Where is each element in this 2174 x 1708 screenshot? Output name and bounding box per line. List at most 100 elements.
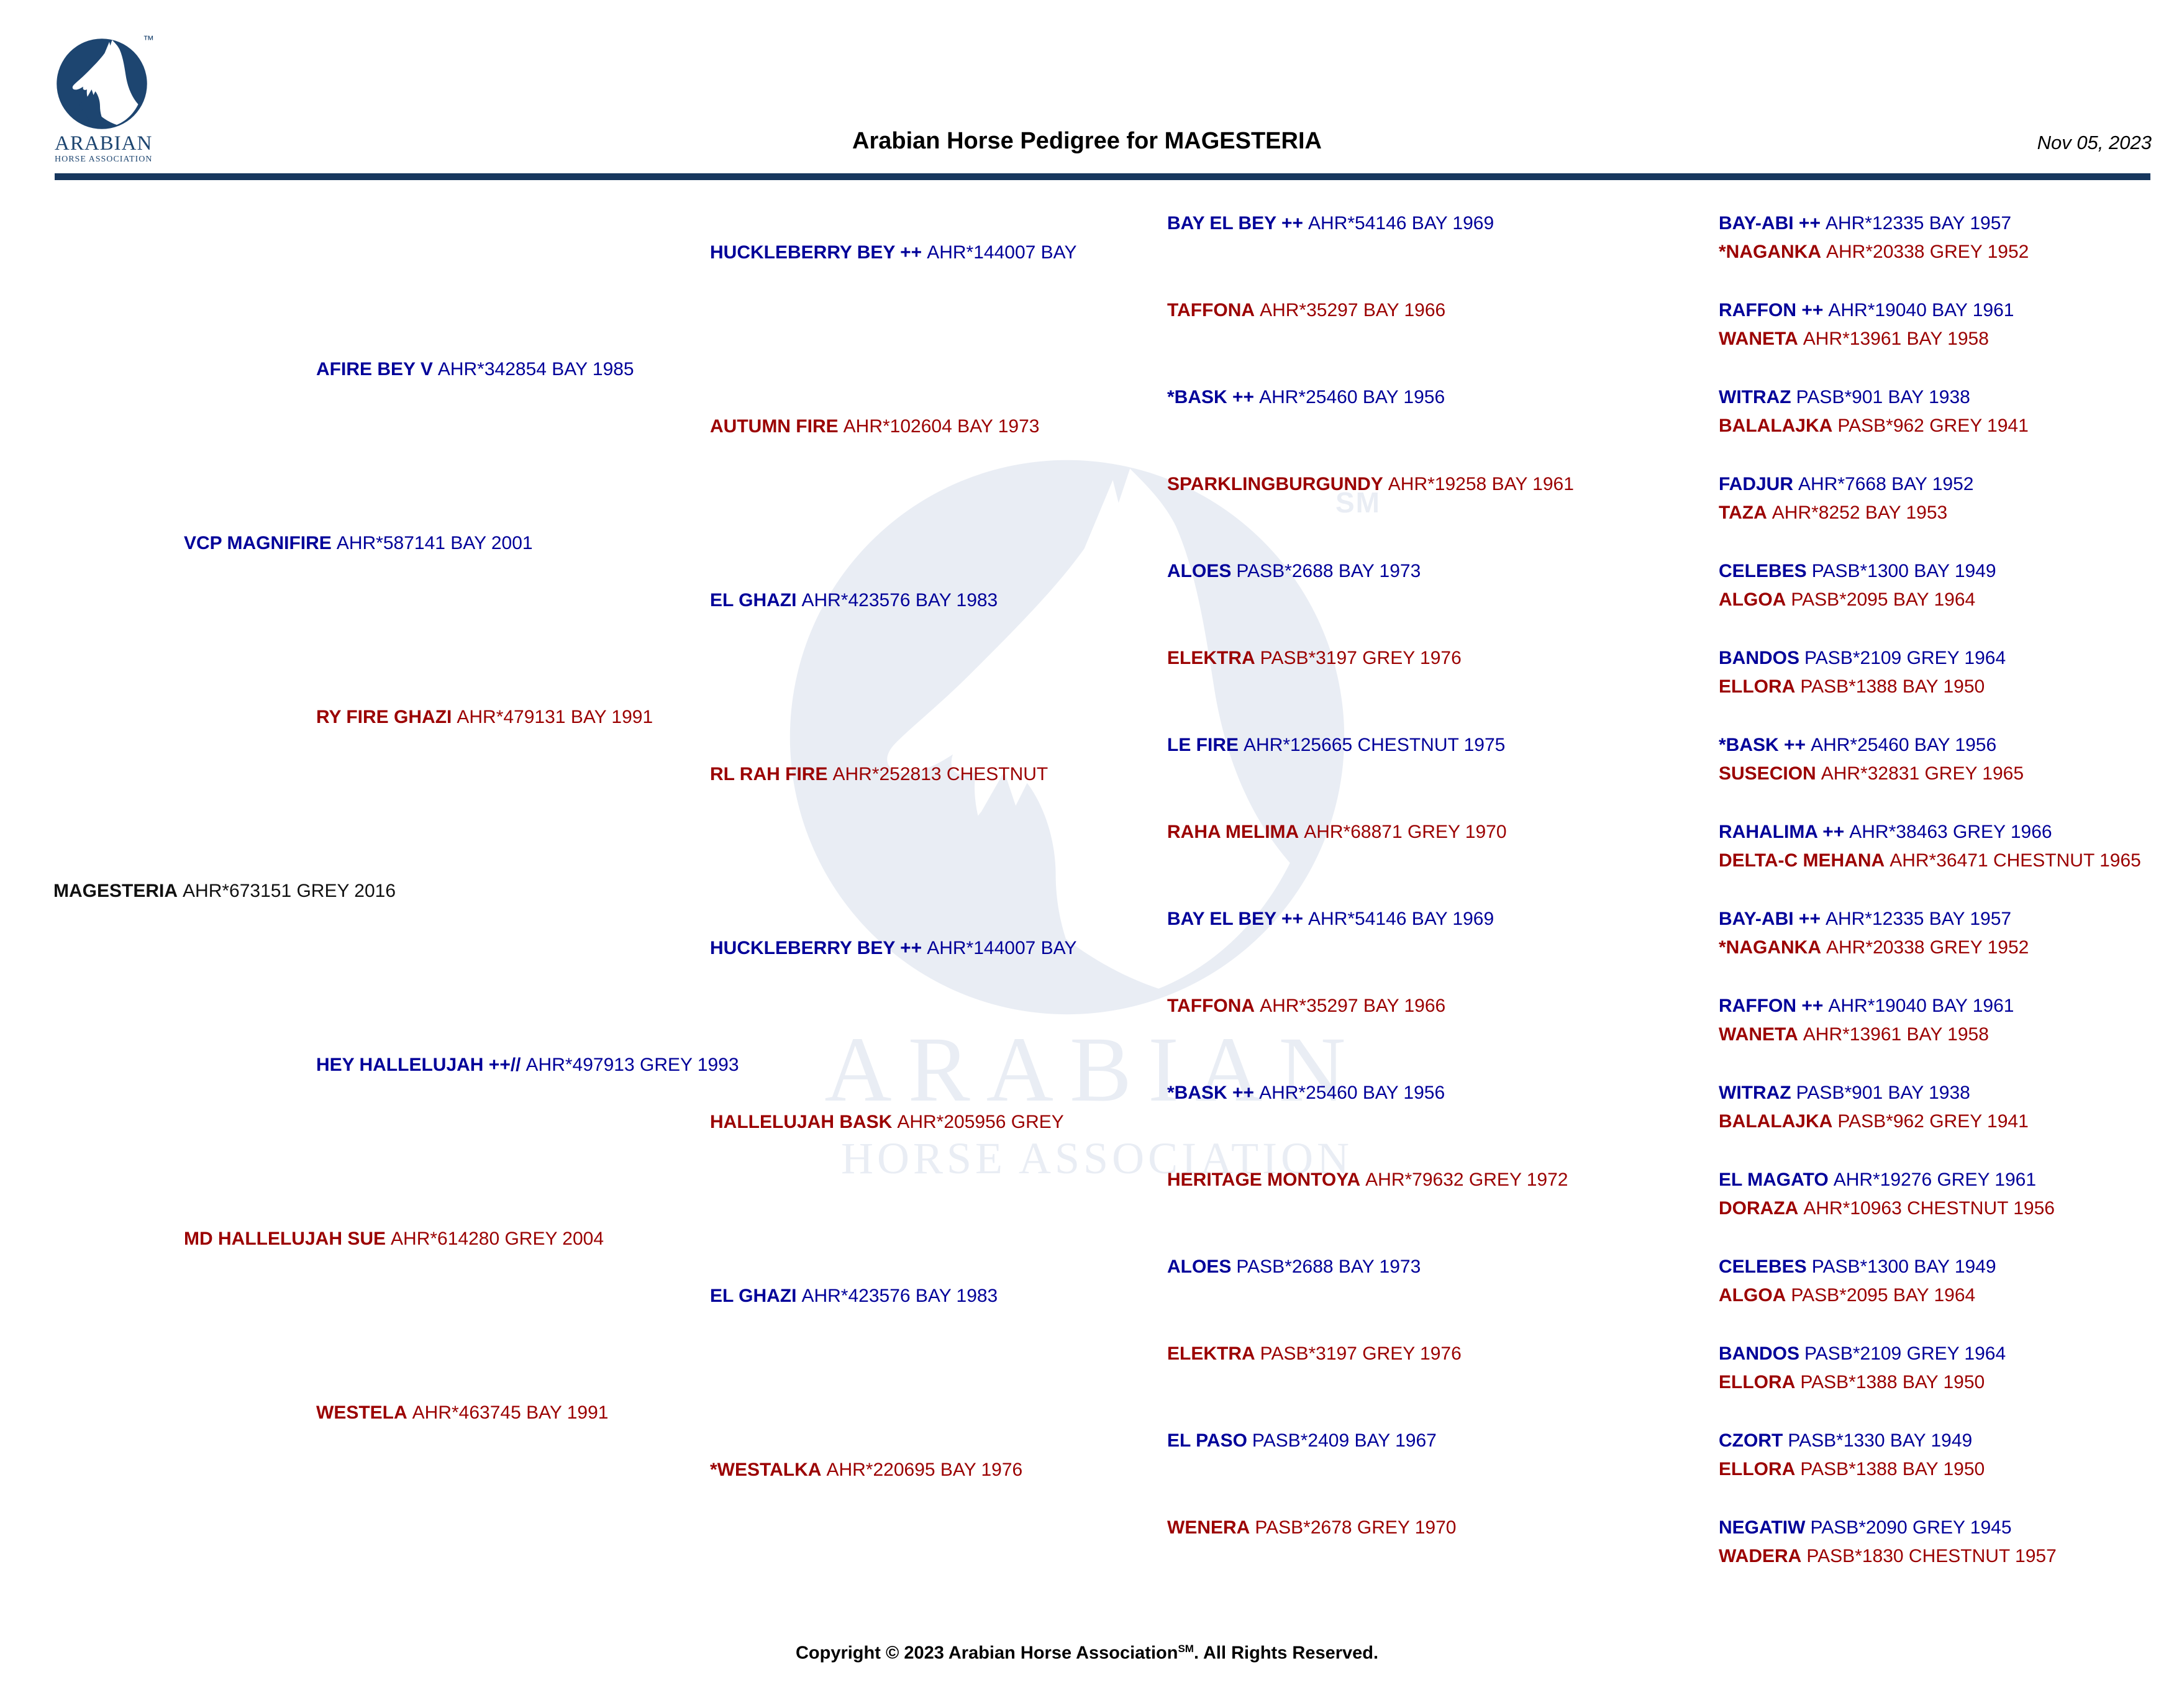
horse-name: NEGATIW: [1719, 1517, 1806, 1538]
horse-registration: AHR*32831 GREY 1965: [1821, 763, 2024, 784]
pedigree-entry-g5-3: WANETA AHR*13961 BAY 1958: [1719, 327, 1989, 351]
horse-registration: PASB*3197 GREY 1976: [1260, 648, 1462, 668]
horse-name: *BASK ++: [1719, 735, 1806, 755]
pedigree-entry-g4-6: LE FIRE AHR*125665 CHESTNUT 1975: [1167, 734, 1505, 757]
horse-name: WANETA: [1719, 329, 1798, 349]
pedigree-entry-g5-1: *NAGANKA AHR*20338 GREY 1952: [1719, 240, 2029, 264]
horse-name: RL RAH FIRE: [710, 764, 828, 784]
pedigree-entry-g5-8: CELEBES PASB*1300 BAY 1949: [1719, 560, 1996, 583]
horse-name: DORAZA: [1719, 1198, 1799, 1219]
pedigree-entry-g4-15: WENERA PASB*2678 GREY 1970: [1167, 1516, 1456, 1540]
horse-name: SUSECION: [1719, 763, 1816, 784]
pedigree-entry-g4-12: ALOES PASB*2688 BAY 1973: [1167, 1255, 1421, 1279]
pedigree-entry-g3-7: *WESTALKA AHR*220695 BAY 1976: [710, 1458, 1022, 1482]
horse-registration: PASB*2095 BAY 1964: [1791, 589, 1976, 610]
pedigree-entry-g3-1: AUTUMN FIRE AHR*102604 BAY 1973: [710, 415, 1039, 438]
horse-name: WITRAZ: [1719, 1083, 1791, 1103]
pedigree-entry-g3-2: EL GHAZI AHR*423576 BAY 1983: [710, 589, 998, 612]
horse-name: ELLORA: [1719, 1372, 1796, 1392]
pedigree-entry-g5-2: RAFFON ++ AHR*19040 BAY 1961: [1719, 299, 2014, 322]
horse-registration: PASB*2109 GREY 1964: [1804, 648, 2006, 668]
horse-registration: PASB*962 GREY 1941: [1837, 1111, 2029, 1132]
horse-name: CELEBES: [1719, 1256, 1807, 1277]
horse-registration: AHR*220695 BAY 1976: [826, 1460, 1023, 1480]
pedigree-entry-g2-1: RY FIRE GHAZI AHR*479131 BAY 1991: [316, 706, 653, 729]
horse-registration: PASB*1300 BAY 1949: [1811, 561, 1996, 581]
logo-wordmark-line2: HORSE ASSOCIATION: [55, 155, 153, 164]
horse-registration: PASB*2090 GREY 1945: [1810, 1517, 2012, 1538]
horse-registration: AHR*497913 GREY 1993: [525, 1055, 739, 1075]
aha-logo: ™ ARABIAN HORSE ASSOCIATION: [55, 34, 154, 165]
footer-sm-mark: SM: [1178, 1643, 1194, 1655]
pedigree-entry-g4-14: EL PASO PASB*2409 BAY 1967: [1167, 1429, 1437, 1453]
horse-name: BAY EL BEY ++: [1167, 213, 1304, 234]
horse-name: VCP MAGNIFIRE: [184, 533, 332, 553]
horse-registration: AHR*479131 BAY 1991: [457, 707, 653, 727]
horse-registration: AHR*144007 BAY: [927, 938, 1077, 958]
horse-name: EL MAGATO: [1719, 1170, 1829, 1190]
pedigree-entry-g5-0: BAY-ABI ++ AHR*12335 BAY 1957: [1719, 212, 2011, 235]
horse-registration: PASB*2688 BAY 1973: [1236, 1256, 1421, 1277]
horse-name: RY FIRE GHAZI: [316, 707, 452, 727]
pedigree-entry-g5-17: *NAGANKA AHR*20338 GREY 1952: [1719, 936, 2029, 960]
horse-name: MAGESTERIA: [53, 881, 178, 901]
horse-registration: AHR*144007 BAY: [927, 242, 1077, 263]
pedigree-entry-g2-0: AFIRE BEY V AHR*342854 BAY 1985: [316, 358, 634, 381]
horse-registration: AHR*125665 CHESTNUT 1975: [1244, 735, 1506, 755]
pedigree-entry-g5-25: ALGOA PASB*2095 BAY 1964: [1719, 1284, 1975, 1307]
horse-name: EL GHAZI: [710, 1286, 797, 1306]
pedigree-entry-g3-3: RL RAH FIRE AHR*252813 CHESTNUT: [710, 763, 1048, 786]
pedigree-entry-g5-19: WANETA AHR*13961 BAY 1958: [1719, 1023, 1989, 1047]
pedigree-entry-g4-0: BAY EL BEY ++ AHR*54146 BAY 1969: [1167, 212, 1494, 235]
pedigree-entry-g1-0: VCP MAGNIFIRE AHR*587141 BAY 2001: [184, 532, 533, 555]
pedigree-entry-g4-8: BAY EL BEY ++ AHR*54146 BAY 1969: [1167, 907, 1494, 931]
horse-registration: PASB*1388 BAY 1950: [1800, 1459, 1985, 1479]
horse-name: BANDOS: [1719, 648, 1800, 668]
trademark-symbol: ™: [143, 34, 154, 46]
pedigree-entry-g5-23: DORAZA AHR*10963 CHESTNUT 1956: [1719, 1197, 2055, 1220]
pedigree-entry-g3-5: HALLELUJAH BASK AHR*205956 GREY: [710, 1111, 1064, 1134]
horse-registration: AHR*54146 BAY 1969: [1308, 909, 1494, 929]
horse-name: BALALAJKA: [1719, 1111, 1833, 1132]
horse-name: BAY-ABI ++: [1719, 909, 1821, 929]
horse-registration: AHR*423576 BAY 1983: [801, 590, 998, 611]
horse-registration: PASB*901 BAY 1938: [1796, 387, 1970, 407]
horse-name: CELEBES: [1719, 561, 1807, 581]
horse-name: WANETA: [1719, 1024, 1798, 1045]
horse-name: CZORT: [1719, 1430, 1783, 1451]
pedigree-entry-g2-2: HEY HALLELUJAH ++//AHR*497913 GREY 1993: [316, 1053, 739, 1077]
horse-registration: AHR*68871 GREY 1970: [1304, 822, 1507, 842]
pedigree-entry-g5-13: SUSECION AHR*32831 GREY 1965: [1719, 762, 2024, 786]
horse-name: TAZA: [1719, 502, 1767, 523]
horse-name: ALGOA: [1719, 1285, 1786, 1306]
horse-registration: AHR*8252 BAY 1953: [1771, 502, 1948, 523]
horse-registration: AHR*35297 BAY 1966: [1260, 996, 1446, 1016]
pedigree-entry-g4-5: ELEKTRA PASB*3197 GREY 1976: [1167, 647, 1462, 670]
horse-registration: PASB*2688 BAY 1973: [1236, 561, 1421, 581]
horse-registration: PASB*2409 BAY 1967: [1252, 1430, 1437, 1451]
pedigree-entry-g0-0: MAGESTERIA AHR*673151 GREY 2016: [53, 879, 396, 903]
horse-name: HERITAGE MONTOYA: [1167, 1170, 1361, 1190]
horse-registration: AHR*54146 BAY 1969: [1308, 213, 1494, 234]
horse-registration: AHR*673151 GREY 2016: [183, 881, 396, 901]
horse-name: HUCKLEBERRY BEY ++: [710, 242, 922, 263]
horse-registration: AHR*13961 BAY 1958: [1803, 329, 1989, 349]
horse-name: WADERA: [1719, 1546, 1802, 1566]
pedigree-entry-g4-11: HERITAGE MONTOYA AHR*79632 GREY 1972: [1167, 1168, 1568, 1192]
horse-registration: PASB*1300 BAY 1949: [1811, 1256, 1996, 1277]
horse-name: BANDOS: [1719, 1343, 1800, 1364]
horse-name: LE FIRE: [1167, 735, 1239, 755]
pedigree-entry-g5-18: RAFFON ++ AHR*19040 BAY 1961: [1719, 994, 2014, 1018]
horse-name: MD HALLELUJAH SUE: [184, 1229, 386, 1249]
pedigree-entry-g5-15: DELTA-C MEHANA AHR*36471 CHESTNUT 1965: [1719, 849, 2141, 873]
horse-name: AFIRE BEY V: [316, 359, 433, 379]
pedigree-entry-g1-1: MD HALLELUJAH SUE AHR*614280 GREY 2004: [184, 1227, 604, 1251]
horse-name: *WESTALKA: [710, 1460, 822, 1480]
horse-registration: AHR*79632 GREY 1972: [1365, 1170, 1568, 1190]
horse-registration: PASB*1830 CHESTNUT 1957: [1806, 1546, 2057, 1566]
horse-name: RAHA MELIMA: [1167, 822, 1299, 842]
pedigree-entry-g5-20: WITRAZ PASB*901 BAY 1938: [1719, 1081, 1970, 1105]
logo-wordmark-line1: ARABIAN: [55, 132, 153, 155]
horse-name: *NAGANKA: [1719, 242, 1821, 262]
